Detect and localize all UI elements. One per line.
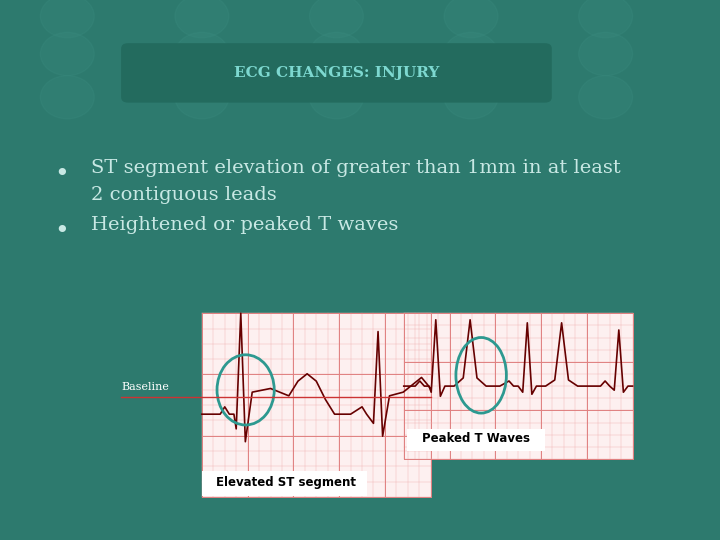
Circle shape <box>579 32 633 76</box>
FancyBboxPatch shape <box>202 313 431 497</box>
FancyBboxPatch shape <box>202 471 366 496</box>
Circle shape <box>444 32 498 76</box>
Text: 2 contiguous leads: 2 contiguous leads <box>91 186 276 204</box>
Circle shape <box>310 76 364 119</box>
Text: ST segment elevation of greater than 1mm in at least: ST segment elevation of greater than 1mm… <box>91 159 621 177</box>
Text: ECG CHANGES: INJURY: ECG CHANGES: INJURY <box>234 66 439 80</box>
FancyBboxPatch shape <box>404 313 633 459</box>
Circle shape <box>444 0 498 38</box>
Circle shape <box>40 0 94 38</box>
Circle shape <box>40 32 94 76</box>
Circle shape <box>310 32 364 76</box>
FancyBboxPatch shape <box>407 429 545 451</box>
Text: •: • <box>54 219 68 242</box>
Text: Elevated ST segment: Elevated ST segment <box>216 476 356 489</box>
Circle shape <box>175 32 229 76</box>
Circle shape <box>175 76 229 119</box>
Circle shape <box>175 0 229 38</box>
Circle shape <box>40 76 94 119</box>
Circle shape <box>579 76 633 119</box>
FancyBboxPatch shape <box>121 43 552 103</box>
Circle shape <box>444 76 498 119</box>
Text: •: • <box>54 162 68 186</box>
Text: Peaked T Waves: Peaked T Waves <box>423 432 531 445</box>
Text: Baseline: Baseline <box>121 381 169 391</box>
Text: Heightened or peaked T waves: Heightened or peaked T waves <box>91 216 398 234</box>
Circle shape <box>579 0 633 38</box>
Circle shape <box>310 0 364 38</box>
